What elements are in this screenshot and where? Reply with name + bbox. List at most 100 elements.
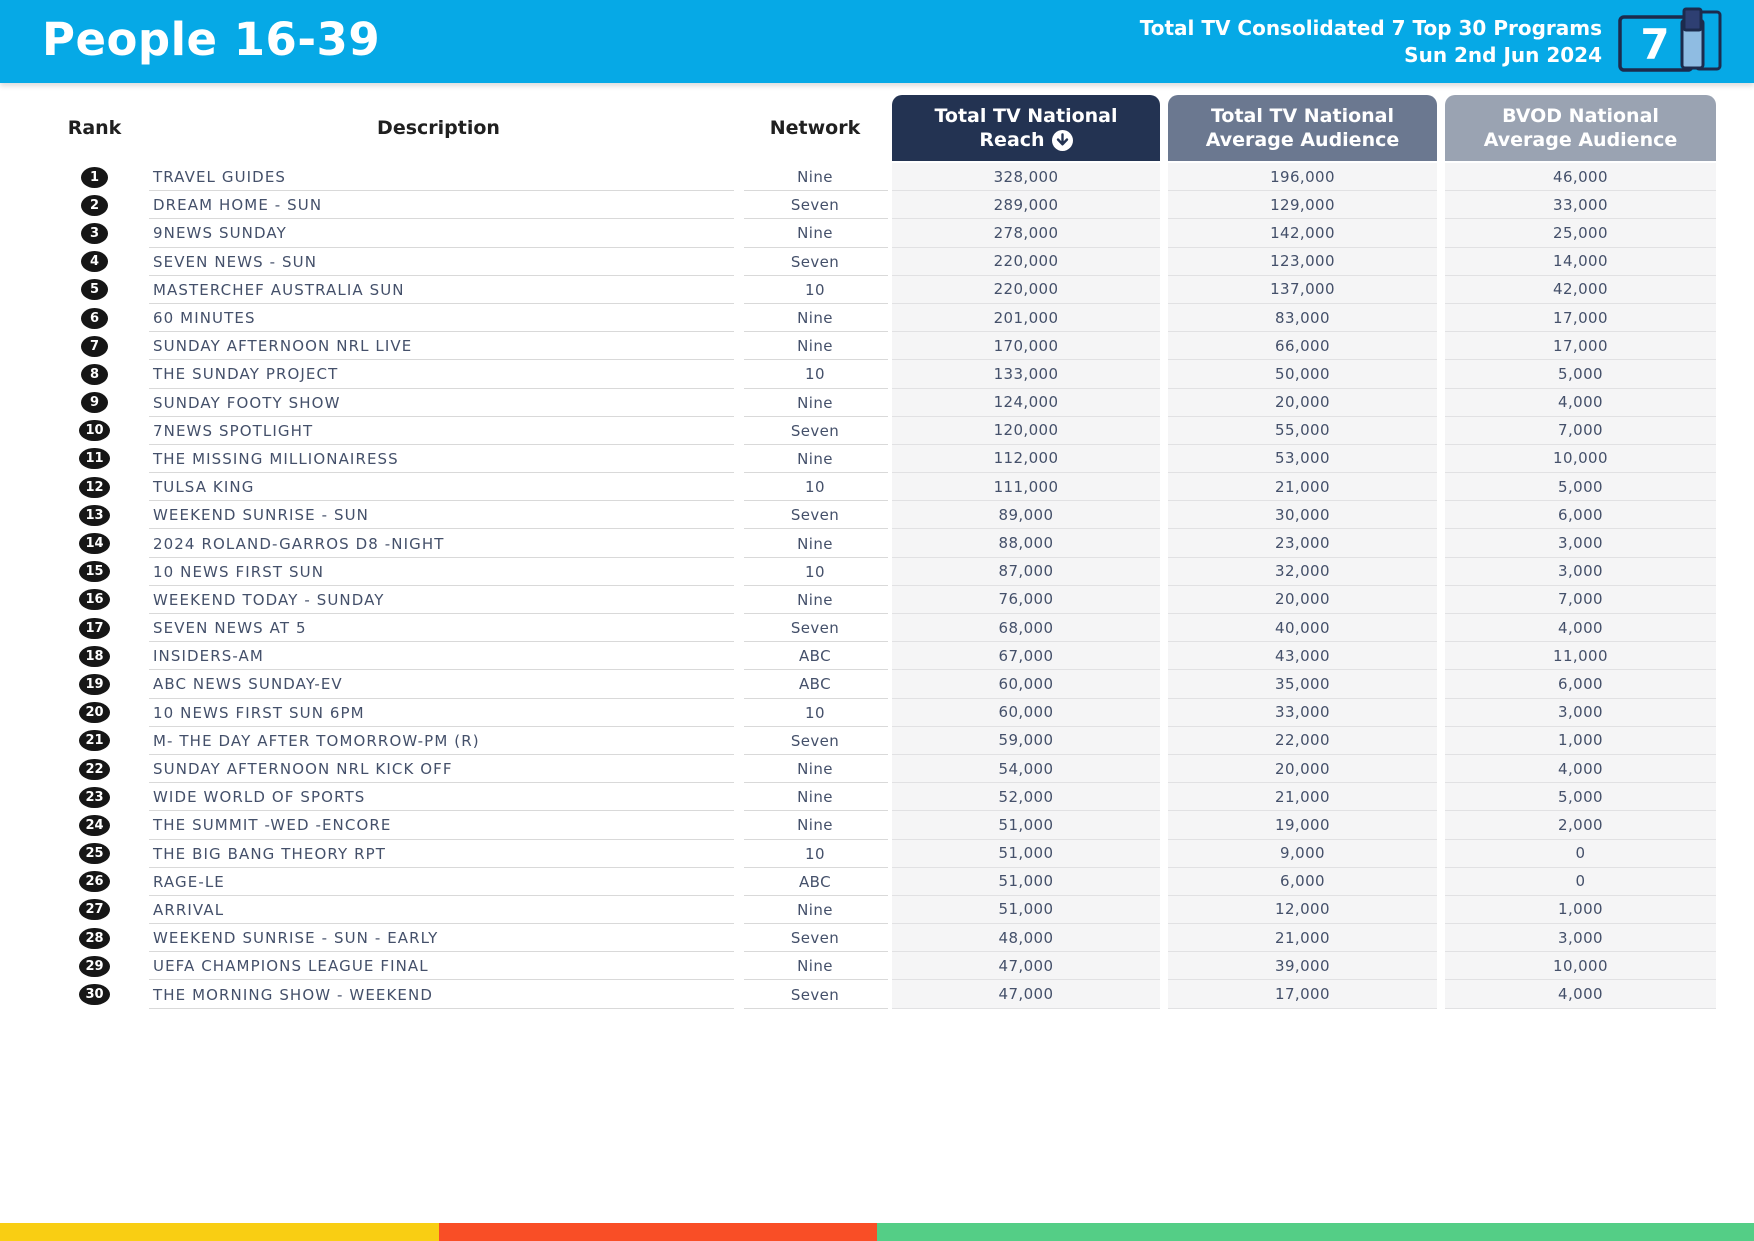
program-network: Nine bbox=[740, 896, 890, 925]
footer-yellow-segment bbox=[0, 1223, 439, 1241]
program-description: ARRIVAL bbox=[137, 896, 740, 925]
program-network: Seven bbox=[740, 191, 890, 220]
bvod-header-line2: Average Audience bbox=[1483, 129, 1678, 151]
program-network: 10 bbox=[740, 699, 890, 727]
program-description: MASTERCHEF AUSTRALIA SUN bbox=[137, 276, 740, 304]
program-description: SEVEN NEWS AT 5 bbox=[137, 614, 740, 643]
program-description: WEEKEND TODAY - SUNDAY bbox=[137, 586, 740, 614]
bvod-avg-audience-value: 7,000 bbox=[1445, 416, 1716, 445]
program-description: M- THE DAY AFTER TOMORROW-PM (R) bbox=[137, 727, 740, 755]
total-tv-reach-value: 76,000 bbox=[892, 585, 1160, 614]
program-network: Nine bbox=[740, 783, 890, 812]
rank-badge: 29 bbox=[79, 955, 110, 977]
total-tv-reach-value: 88,000 bbox=[892, 529, 1160, 558]
program-description: 9NEWS SUNDAY bbox=[137, 219, 740, 248]
total-tv-avg-audience-value: 137,000 bbox=[1168, 275, 1437, 304]
total-tv-reach-value: 289,000 bbox=[892, 191, 1160, 220]
program-network: Seven bbox=[740, 924, 890, 953]
program-network: Nine bbox=[740, 529, 890, 558]
total-tv-avg-audience-value: 19,000 bbox=[1168, 811, 1437, 840]
total-tv-avg-audience-value: 50,000 bbox=[1168, 360, 1437, 389]
total-tv-avg-audience-value: 21,000 bbox=[1168, 473, 1437, 502]
total-tv-avg-audience-value: 53,000 bbox=[1168, 444, 1437, 474]
total-tv-reach-value: 59,000 bbox=[892, 726, 1160, 755]
table-row: 10 7NEWS SPOTLIGHT Seven 120,000 55,000 … bbox=[52, 416, 1716, 446]
total-tv-reach-value: 51,000 bbox=[892, 895, 1160, 925]
bvod-avg-audience-value: 14,000 bbox=[1445, 247, 1716, 276]
svg-text:7: 7 bbox=[1640, 20, 1669, 69]
bvod-avg-audience-value: 4,000 bbox=[1445, 754, 1716, 784]
program-network: Nine bbox=[740, 304, 890, 333]
total-tv-avg-audience-value: 9,000 bbox=[1168, 839, 1437, 868]
col-header-total-tv-reach[interactable]: Total TV National Reach bbox=[892, 95, 1160, 161]
program-description: SEVEN NEWS - SUN bbox=[137, 248, 740, 276]
rank-badge: 7 bbox=[81, 335, 108, 357]
program-description: THE SUMMIT -WED -ENCORE bbox=[137, 811, 740, 840]
rank-badge: 12 bbox=[79, 476, 110, 498]
program-description: 2024 ROLAND-GARROS D8 -NIGHT bbox=[137, 529, 740, 558]
total-tv-avg-audience-value: 33,000 bbox=[1168, 698, 1437, 727]
col-header-bvod-avg-audience[interactable]: BVOD National Average Audience bbox=[1445, 95, 1716, 161]
total-tv-reach-value: 54,000 bbox=[892, 754, 1160, 784]
rank-badge: 10 bbox=[79, 420, 110, 442]
program-description: WEEKEND SUNRISE - SUN - EARLY bbox=[137, 924, 740, 953]
rank-badge: 5 bbox=[81, 279, 108, 301]
table-row: 4 SEVEN NEWS - SUN Seven 220,000 123,000… bbox=[52, 247, 1716, 276]
program-description: TRAVEL GUIDES bbox=[137, 163, 740, 192]
sort-descending-icon bbox=[1051, 129, 1073, 151]
table-row: 7 SUNDAY AFTERNOON NRL LIVE Nine 170,000… bbox=[52, 332, 1716, 361]
table-row: 29 UEFA CHAMPIONS LEAGUE FINAL Nine 47,0… bbox=[52, 952, 1716, 981]
footer-green-segment bbox=[877, 1223, 1754, 1241]
rank-badge: 13 bbox=[79, 504, 110, 526]
bvod-avg-audience-value: 10,000 bbox=[1445, 444, 1716, 474]
bvod-avg-audience-value: 7,000 bbox=[1445, 585, 1716, 614]
rank-badge: 4 bbox=[81, 251, 108, 273]
program-network: Nine bbox=[740, 445, 890, 474]
total-tv-reach-value: 51,000 bbox=[892, 867, 1160, 896]
table-row: 15 10 NEWS FIRST SUN 10 87,000 32,000 3,… bbox=[52, 557, 1716, 587]
rank-badge: 16 bbox=[79, 589, 110, 611]
footer-red-segment bbox=[438, 1223, 877, 1241]
total-tv-avg-audience-value: 142,000 bbox=[1168, 219, 1437, 248]
bvod-avg-audience-value: 5,000 bbox=[1445, 360, 1716, 389]
table-row: 11 THE MISSING MILLIONAIRESS Nine 112,00… bbox=[52, 444, 1716, 474]
rank-badge: 14 bbox=[79, 533, 110, 555]
bvod-avg-audience-value: 4,000 bbox=[1445, 980, 1716, 1009]
total-tv-avg-audience-value: 35,000 bbox=[1168, 670, 1437, 699]
total-tv-avg-audience-value: 66,000 bbox=[1168, 332, 1437, 361]
rank-badge: 2 bbox=[81, 194, 108, 216]
total-tv-reach-value: 67,000 bbox=[892, 642, 1160, 671]
program-network: ABC bbox=[740, 642, 890, 671]
table-row: 30 THE MORNING SHOW - WEEKEND Seven 47,0… bbox=[52, 980, 1716, 1009]
table-row: 5 MASTERCHEF AUSTRALIA SUN 10 220,000 13… bbox=[52, 275, 1716, 305]
table-row: 6 60 MINUTES Nine 201,000 83,000 17,000 bbox=[52, 303, 1716, 333]
bvod-avg-audience-value: 5,000 bbox=[1445, 473, 1716, 502]
program-network: Seven bbox=[740, 727, 890, 756]
total-tv-avg-audience-value: 22,000 bbox=[1168, 726, 1437, 755]
avg-header-line2: Average Audience bbox=[1205, 129, 1400, 151]
rank-badge: 20 bbox=[79, 702, 110, 724]
table-row: 27 ARRIVAL Nine 51,000 12,000 1,000 bbox=[52, 895, 1716, 925]
table-row: 16 WEEKEND TODAY - SUNDAY Nine 76,000 20… bbox=[52, 585, 1716, 615]
total-tv-avg-audience-value: 23,000 bbox=[1168, 529, 1437, 558]
total-tv-reach-value: 124,000 bbox=[892, 388, 1160, 417]
rank-badge: 9 bbox=[81, 392, 108, 414]
table-row: 1 TRAVEL GUIDES Nine 328,000 196,000 46,… bbox=[52, 163, 1716, 192]
bvod-avg-audience-value: 0 bbox=[1445, 867, 1716, 896]
program-description: WEEKEND SUNRISE - SUN bbox=[137, 501, 740, 530]
program-network: Nine bbox=[740, 811, 890, 840]
total-tv-reach-value: 170,000 bbox=[892, 332, 1160, 361]
total-tv-reach-value: 201,000 bbox=[892, 303, 1160, 333]
total-tv-avg-audience-value: 40,000 bbox=[1168, 614, 1437, 643]
report-header-right: Total TV Consolidated 7 Top 30 Programs … bbox=[1140, 7, 1728, 77]
table-row: 24 THE SUMMIT -WED -ENCORE Nine 51,000 1… bbox=[52, 811, 1716, 840]
bvod-avg-audience-value: 3,000 bbox=[1445, 529, 1716, 558]
table-row: 20 10 NEWS FIRST SUN 6PM 10 60,000 33,00… bbox=[52, 698, 1716, 727]
total-tv-reach-value: 60,000 bbox=[892, 670, 1160, 699]
reach-header-line1: Total TV National bbox=[934, 105, 1118, 127]
rank-badge: 28 bbox=[79, 927, 110, 949]
col-header-total-tv-avg-audience[interactable]: Total TV National Average Audience bbox=[1168, 95, 1437, 161]
bvod-avg-audience-value: 1,000 bbox=[1445, 726, 1716, 755]
total-tv-avg-audience-value: 39,000 bbox=[1168, 952, 1437, 981]
bvod-avg-audience-value: 1,000 bbox=[1445, 895, 1716, 925]
